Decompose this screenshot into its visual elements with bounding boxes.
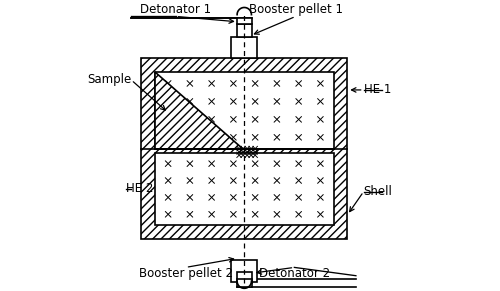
Text: Detonator 1: Detonator 1 (140, 3, 211, 16)
Bar (236, 18, 252, 24)
Bar (141, 58, 348, 239)
Text: Booster pellet 1: Booster pellet 1 (249, 3, 343, 16)
Bar (236, 24, 252, 37)
Polygon shape (155, 72, 243, 149)
Text: HE 2: HE 2 (126, 182, 154, 195)
Bar (236, 279, 252, 287)
Text: Booster pellet 2: Booster pellet 2 (138, 267, 232, 281)
Text: Sample: Sample (87, 73, 131, 86)
Bar (232, 37, 257, 58)
Text: Detonator 2: Detonator 2 (259, 267, 330, 281)
Bar (232, 260, 257, 282)
Bar (155, 72, 334, 149)
Bar (155, 153, 334, 225)
Text: Shell: Shell (364, 185, 392, 198)
Text: HE 1: HE 1 (364, 84, 391, 96)
Bar (236, 272, 252, 283)
